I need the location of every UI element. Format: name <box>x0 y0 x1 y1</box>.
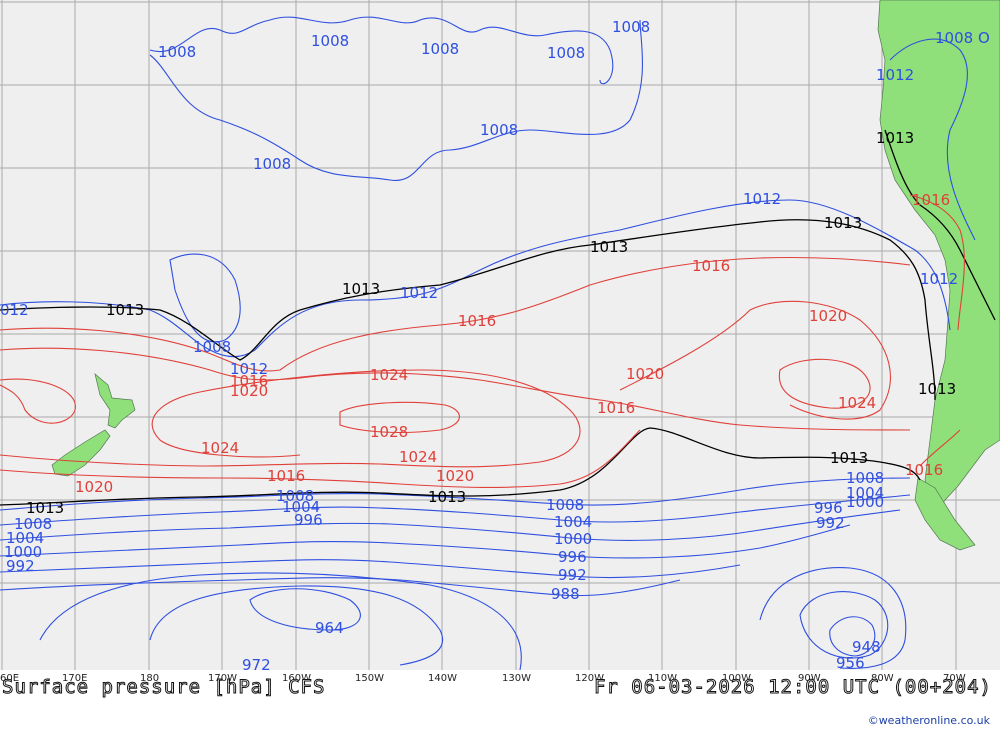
label-964: 964 <box>315 619 344 637</box>
label-1028: 1028 <box>370 423 408 441</box>
label-1000-c: 1000 <box>4 543 42 561</box>
label-012: 012 <box>0 301 29 319</box>
lon-160w: 160W <box>282 673 311 684</box>
label-1013-f: 1013 <box>918 380 956 398</box>
label-1004-c: 1004 <box>554 513 592 531</box>
south-america-land <box>877 0 1000 511</box>
label-1008-m: 1008 <box>14 515 52 533</box>
label-1012-a: 1012 <box>876 66 914 84</box>
valid-time: Fr 06-03-2026 12:00 UTC (00+204) <box>593 676 992 699</box>
label-1024-c: 1024 <box>201 439 239 457</box>
lon-100w: 100W <box>722 673 751 684</box>
credit-link[interactable]: ©weatheronline.co.uk <box>867 714 990 727</box>
label-1016-b: 1016 <box>692 257 730 275</box>
label-1008-d: 1008 <box>547 44 585 62</box>
label-1016-d: 1016 <box>230 372 268 390</box>
label-1000-b: 1000 <box>554 530 592 548</box>
label-1016-g: 1016 <box>905 461 943 479</box>
label-1020-c: 1020 <box>230 382 268 400</box>
label-1016-f: 1016 <box>267 467 305 485</box>
label-1008-b: 1008 <box>311 32 349 50</box>
label-1008-k: 1008 <box>276 487 314 505</box>
label-1013-d: 1013 <box>342 280 380 298</box>
label-1012-e: 1012 <box>230 360 268 378</box>
lon-150w: 150W <box>355 673 384 684</box>
label-1008-h: 1008 O <box>935 29 990 47</box>
label-1020-e: 1020 <box>75 478 113 496</box>
lon-90w: 90W <box>798 673 821 684</box>
label-1008-i: 1008 <box>193 338 231 356</box>
label-1008-j: 1008 <box>846 469 884 487</box>
label-1013-h: 1013 <box>428 488 466 506</box>
new-zealand-north-island <box>94 373 136 429</box>
label-996-b: 996 <box>814 499 843 517</box>
label-996-c: 996 <box>294 511 323 529</box>
map-title: Surface pressure [hPa] CFS <box>1 676 326 699</box>
lon-130w: 130W <box>502 673 531 684</box>
lat-lon-grid <box>0 0 1000 670</box>
tierra-del-fuego-land <box>914 477 976 551</box>
label-1004-d: 1004 <box>6 529 44 547</box>
low-pressure-isobars <box>0 16 976 670</box>
label-1008-l: 1008 <box>546 496 584 514</box>
label-1016-c: 1016 <box>458 312 496 330</box>
label-1012-c: 1012 <box>400 284 438 302</box>
label-1008-f: 1008 <box>480 121 518 139</box>
label-1024-a: 1024 <box>370 366 408 384</box>
label-1004-b: 1004 <box>282 498 320 516</box>
label-1012-d: 1012 <box>920 270 958 288</box>
label-988: 988 <box>551 585 580 603</box>
lon-110w: 110W <box>648 673 677 684</box>
label-1013-c: 1013 <box>590 238 628 256</box>
label-948: 948 <box>852 638 881 656</box>
label-1013-e: 1013 <box>106 301 144 319</box>
lon-180: 180 <box>140 673 159 684</box>
label-1012-b: 1012 <box>743 190 781 208</box>
label-1020-d: 1020 <box>436 467 474 485</box>
lon-80w: 80W <box>871 673 894 684</box>
label-956: 956 <box>836 654 865 670</box>
lon-170w: 170W <box>208 673 237 684</box>
label-1024-d: 1024 <box>399 448 437 466</box>
isobar-labels: 1008 1008 1008 1008 1008 1008 1008 1008 … <box>0 18 990 670</box>
longitude-axis: 60E 170E 180 170W 160W 150W 140W 130W 12… <box>0 673 966 684</box>
label-1013-a: 1013 <box>876 129 914 147</box>
label-1008-c: 1008 <box>421 40 459 58</box>
label-1008-a: 1008 <box>158 43 196 61</box>
label-1020-b: 1020 <box>626 365 664 383</box>
label-992: 992 <box>558 566 587 584</box>
label-992-c: 992 <box>6 557 35 575</box>
lon-60e: 60E <box>0 673 19 684</box>
label-996: 996 <box>558 548 587 566</box>
label-1013-i: 1013 <box>26 499 64 517</box>
label-1016-a: 1016 <box>912 191 950 209</box>
label-1008-e: 1008 <box>612 18 650 36</box>
new-zealand-south-island <box>51 429 111 477</box>
lon-70w: 70W <box>943 673 966 684</box>
label-1000-a: 1000 <box>846 493 884 511</box>
label-1016-e: 1016 <box>597 399 635 417</box>
lon-120w: 120W <box>575 673 604 684</box>
label-1004-a: 1004 <box>846 484 884 502</box>
pressure-map: 1008 1008 1008 1008 1008 1008 1008 1008 … <box>0 0 1000 670</box>
lon-170e: 170E <box>62 673 87 684</box>
label-992-b: 992 <box>816 514 845 532</box>
label-1013-g: 1013 <box>830 449 868 467</box>
high-pressure-isobars <box>0 194 965 488</box>
label-1024-b: 1024 <box>838 394 876 412</box>
label-972: 972 <box>242 656 271 670</box>
label-1013-b: 1013 <box>824 214 862 232</box>
label-1008-g: 1008 <box>253 155 291 173</box>
isobar-1013 <box>0 129 996 506</box>
lon-140w: 140W <box>428 673 457 684</box>
sea-background <box>0 0 1000 670</box>
label-1020-a: 1020 <box>809 307 847 325</box>
